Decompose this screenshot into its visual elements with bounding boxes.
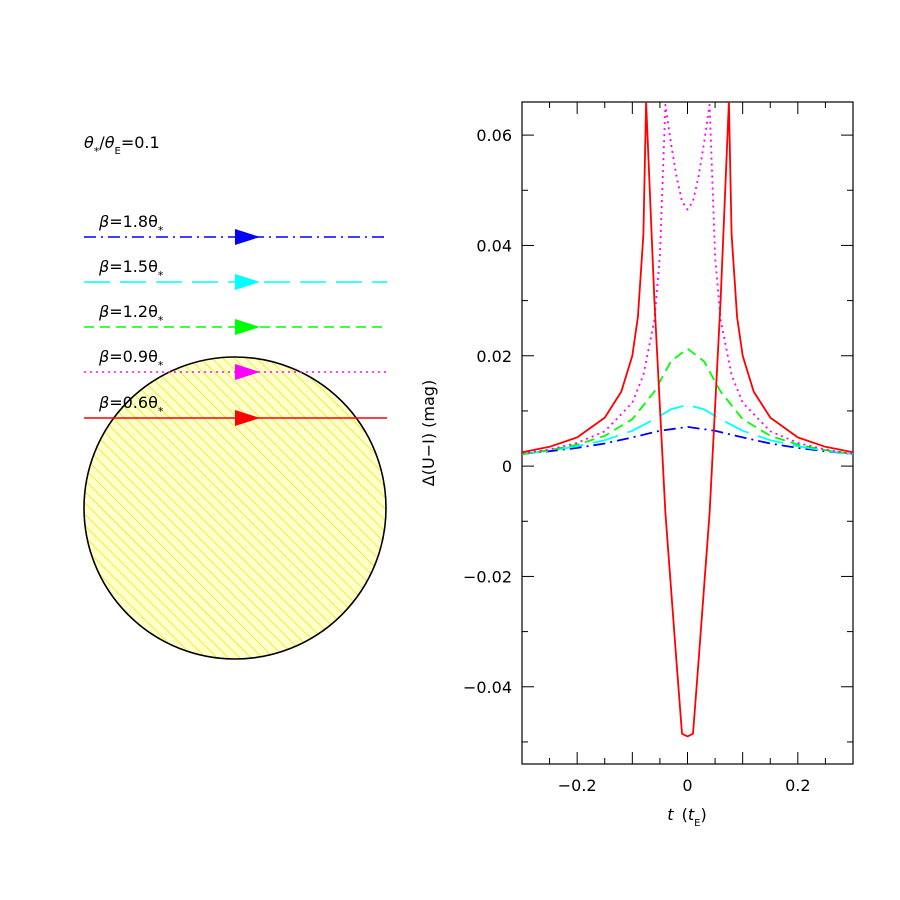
series-line-4 — [522, 103, 853, 455]
source-disc-hatch — [83, 356, 387, 660]
x-axis-label: t (tE) — [667, 805, 706, 829]
track-label-sub: * — [158, 405, 164, 418]
track-label-value: =0.6θ — [109, 393, 158, 412]
track-label: β=1.8θ* — [98, 212, 164, 237]
track-5: β=0.6θ* — [84, 393, 387, 426]
x-label-t: t — [667, 805, 674, 824]
track-label-beta: β — [98, 212, 109, 231]
series-line-2 — [522, 403, 853, 455]
track-label-value: =1.8θ — [109, 212, 158, 231]
plot-frame — [521, 101, 854, 765]
ratio-theta-e: θ — [105, 133, 115, 152]
track-label-beta: β — [98, 257, 109, 276]
track-label: β=1.5θ* — [98, 257, 164, 282]
direction-arrow-icon — [235, 274, 260, 290]
track-label-beta: β — [98, 393, 109, 412]
lens-tracks: β=1.8θ*β=1.5θ*β=1.2θ*β=0.9θ*β=0.6θ* — [84, 212, 387, 426]
direction-arrow-icon — [235, 410, 260, 426]
x-label-te: t — [688, 805, 695, 824]
track-1: β=1.8θ* — [84, 212, 387, 245]
track-label-value: =1.5θ — [109, 257, 158, 276]
source-diagram: θ*/θE=0.1 β=1.8θ*β=1.5θ*β=1.2θ*β=0.9θ*β=… — [83, 133, 387, 660]
track-label-beta: β — [98, 302, 109, 321]
track-2: β=1.5θ* — [84, 257, 387, 290]
series-line-3 — [522, 347, 853, 455]
track-3: β=1.2θ* — [84, 302, 387, 335]
ratio-sub-star: * — [94, 145, 100, 158]
ratio-theta: θ — [84, 133, 94, 152]
x-tick-label: 0 — [682, 776, 692, 795]
color-curve-chart: −0.04 −0.02 0 0.02 0.04 0.06 −0.2 0 0.2 Δ(U−I) … — [419, 101, 854, 829]
track-label-sub: * — [158, 224, 164, 237]
x-label-sub: E — [694, 818, 700, 829]
x-label-close: ) — [700, 805, 706, 824]
y-axis-label: Δ(U−I) (mag) — [419, 380, 438, 486]
track-label-value: =1.2θ — [109, 302, 158, 321]
track-label-sub: * — [158, 314, 164, 327]
ratio-sub-e: E — [114, 146, 120, 157]
track-4: β=0.9θ* — [84, 347, 387, 380]
ratio-label: θ*/θE=0.1 — [84, 133, 160, 158]
direction-arrow-icon — [235, 229, 260, 245]
track-label-beta: β — [98, 347, 109, 366]
series-lines — [522, 102, 853, 738]
x-tick-label: −0.2 — [558, 776, 597, 795]
axis-ticks — [521, 102, 854, 764]
track-label: β=1.2θ* — [98, 302, 164, 327]
track-label: β=0.6θ* — [98, 393, 164, 418]
y-tick-labels: −0.04 −0.02 0 0.02 0.04 0.06 — [463, 126, 512, 697]
ratio-slash: / — [99, 133, 105, 152]
track-label-sub: * — [158, 359, 164, 372]
x-tick-labels: −0.2 0 0.2 — [558, 776, 811, 795]
y-tick-label: −0.04 — [463, 678, 512, 697]
x-label-open: ( — [682, 805, 688, 824]
y-tick-label: 0.06 — [476, 126, 512, 145]
y-tick-label: 0 — [502, 457, 512, 476]
direction-arrow-icon — [235, 364, 260, 380]
series-line-1 — [522, 425, 853, 455]
series-line-5 — [522, 102, 853, 738]
direction-arrow-icon — [235, 319, 260, 335]
y-tick-label: 0.02 — [476, 347, 512, 366]
ratio-value: =0.1 — [121, 133, 160, 152]
track-label-sub: * — [158, 269, 164, 282]
y-tick-label: −0.02 — [463, 567, 512, 586]
track-label: β=0.9θ* — [98, 347, 164, 372]
y-tick-label: 0.04 — [476, 236, 512, 255]
track-label-value: =0.9θ — [109, 347, 158, 366]
x-tick-label: 0.2 — [785, 776, 810, 795]
